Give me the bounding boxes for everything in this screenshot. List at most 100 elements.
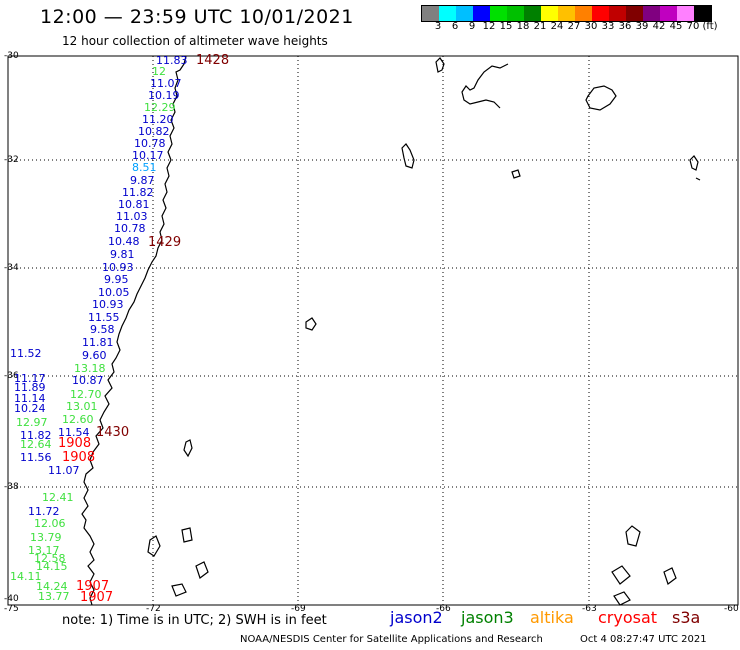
wave-height-label: 10.05 — [98, 286, 130, 299]
wave-height-label: 11.81 — [82, 336, 114, 349]
color-scale-label: 36 — [618, 21, 632, 32]
wave-height-label: 12.70 — [70, 388, 102, 401]
wave-height-label: 13.17 — [28, 544, 60, 557]
lon-label: -69 — [291, 604, 306, 614]
wave-height-label: 9.87 — [130, 174, 155, 187]
color-scale-label: 18 — [516, 21, 530, 32]
legend-jason2: jason2 — [390, 608, 443, 627]
pass-time-label: 1908 — [62, 450, 96, 465]
lon-label: -60 — [724, 604, 739, 614]
lon-label: -66 — [436, 604, 451, 614]
wave-height-label: 14.15 — [36, 560, 68, 573]
color-swatch — [524, 6, 541, 21]
wave-height-label: 13.77 — [38, 590, 70, 603]
wave-height-label: 12.97 — [16, 416, 48, 429]
color-scale-labels: 3 6 9 12 15 18 21 24 27 30 33 36 39 42 45 70 (ft) — [421, 21, 740, 33]
wave-height-label: 11.52 — [10, 347, 42, 360]
pass-time-label: 1428 — [196, 53, 230, 68]
pass-time-label: 1907 — [80, 590, 114, 605]
wave-height-label: 11.56 — [20, 451, 52, 464]
wave-height-label: 10.24 — [14, 402, 46, 415]
wave-height-label: 11.83 — [156, 54, 188, 67]
color-scale-label: 21 — [533, 21, 547, 32]
lat-label: -36 — [4, 371, 19, 381]
footnote: note: 1) Time is in UTC; 2) SWH is in fe… — [62, 613, 327, 628]
island-mid — [305, 317, 317, 331]
pass-time-label: 1430 — [96, 425, 130, 440]
color-swatch — [439, 6, 456, 21]
color-swatch — [422, 6, 439, 21]
island-sw — [401, 143, 415, 169]
color-swatch — [592, 6, 609, 21]
color-scale-label: 70 — [686, 21, 700, 32]
color-scale-label: 39 — [635, 21, 649, 32]
color-swatch — [694, 6, 711, 21]
color-swatch — [643, 6, 660, 21]
coastline-east — [461, 63, 509, 109]
wave-height-label: 11.82 — [122, 186, 154, 199]
lat-label: -30 — [4, 51, 19, 61]
color-swatch — [575, 6, 592, 21]
color-swatch — [677, 6, 694, 21]
color-scale-label: 6 — [451, 21, 459, 32]
wave-height-label: 13.01 — [66, 400, 98, 413]
color-scale-label: 15 — [499, 21, 513, 32]
wave-height-label: 10.78 — [134, 137, 166, 150]
color-scale-label: 24 — [550, 21, 564, 32]
footer-timestamp: Oct 4 08:27:47 UTC 2021 — [580, 634, 707, 645]
wave-height-label: 10.81 — [118, 198, 150, 211]
color-scale-label: 27 — [567, 21, 581, 32]
lon-label: -72 — [146, 604, 161, 614]
color-swatch — [456, 6, 473, 21]
pass-time-label: 1908 — [58, 436, 92, 451]
color-swatch — [490, 6, 507, 21]
wave-height-label: 13.18 — [74, 362, 106, 375]
legend-s3a: s3a — [672, 608, 701, 627]
pass-time-label: 1907 — [76, 579, 110, 594]
wave-height-label: 14.24 — [36, 580, 68, 593]
color-scale-label: 12 — [482, 21, 496, 32]
color-swatch — [609, 6, 626, 21]
wave-height-label: 11.07 — [48, 464, 80, 477]
lon-label: -75 — [4, 604, 19, 614]
wave-height-label: 13.79 — [30, 531, 62, 544]
wave-height-label: 10.48 — [108, 235, 140, 248]
wave-height-label: 11.20 — [142, 113, 174, 126]
wave-height-label: 9.58 — [90, 323, 115, 336]
wave-height-label: 11.55 — [88, 311, 120, 324]
color-scale-label: 42 — [652, 21, 666, 32]
map-title: 12:00 — 23:59 UTC 10/01/2021 — [40, 6, 354, 28]
coastline — [81, 55, 187, 606]
lon-label: -63 — [582, 604, 597, 614]
color-swatch — [558, 6, 575, 21]
color-swatch — [473, 6, 490, 21]
color-scale-label: 33 — [601, 21, 615, 32]
color-swatch — [507, 6, 524, 21]
wave-height-label: 11.17 — [14, 372, 46, 385]
island-lower — [183, 439, 193, 458]
wave-height-label: 10.78 — [114, 222, 146, 235]
wave-height-label: 14.11 — [10, 570, 42, 583]
wave-height-label: 12.29 — [144, 101, 176, 114]
color-scale-bar — [421, 5, 712, 22]
wave-height-label: 12.58 — [34, 552, 66, 565]
wave-height-label: 9.81 — [110, 248, 135, 261]
wave-height-label: 11.89 — [14, 381, 46, 394]
map-frame — [7, 55, 739, 606]
islands-southeast — [611, 525, 677, 606]
legend-altika: altika — [530, 608, 574, 627]
wave-height-label: 9.60 — [82, 349, 107, 362]
color-scale-label: 45 — [669, 21, 683, 32]
wave-height-label: 10.82 — [138, 125, 170, 138]
color-scale-label: 9 — [468, 21, 476, 32]
lat-label: -32 — [4, 155, 19, 165]
footer-agency: NOAA/NESDIS Center for Satellite Applica… — [240, 634, 543, 645]
wave-height-label: 11.07 — [150, 77, 182, 90]
wave-height-label: 10.19 — [148, 89, 180, 102]
lat-label: -40 — [4, 594, 19, 604]
wave-height-label: 10.87 — [72, 374, 104, 387]
color-swatch — [626, 6, 643, 21]
river-mouth — [585, 85, 617, 111]
legend-jason3: jason3 — [461, 608, 514, 627]
